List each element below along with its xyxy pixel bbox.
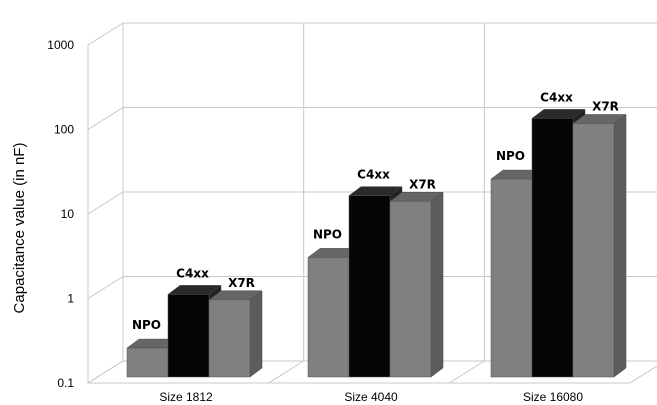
bar-label-x7r: X7R [592, 100, 619, 114]
floor-separator [268, 360, 304, 384]
bar-front-face [572, 123, 615, 378]
bar-front-face [490, 178, 533, 378]
y-axis-ticks: 0.1 1 10 100 1000 [47, 38, 74, 390]
bar-side-face [613, 114, 627, 378]
y-tick-label: 100 [54, 123, 74, 137]
bar-front-face [531, 118, 574, 378]
gridline-side [87, 276, 124, 299]
bar-front-face [126, 347, 169, 378]
gridline-side [87, 22, 124, 46]
bar-series-group: NPO C4xx X7R NPO C4xx X7R NPO C4xx X7R [126, 90, 627, 378]
bar-front-face [208, 299, 251, 378]
y-tick-label: 0.1 [57, 376, 74, 390]
x-tick-label: Size 4040 [344, 390, 398, 404]
x-axis-ticks: Size 1812 Size 4040 Size 16080 [159, 390, 583, 404]
y-tick-label: 1000 [47, 38, 74, 52]
bar-label-c4xx: C4xx [357, 168, 390, 182]
floor-separator [629, 365, 657, 384]
floor-separator [87, 360, 124, 384]
bar-front-face [307, 257, 350, 378]
floor-separator [449, 360, 485, 384]
bar-front-face [348, 195, 391, 378]
y-axis-title: Capacitance value (in nF) [11, 143, 28, 314]
bar-label-x7r: X7R [409, 177, 436, 191]
gridline-side [87, 191, 124, 215]
bar-side-face [430, 191, 444, 378]
bar-x7r-1: X7R [208, 276, 263, 378]
x-tick-label: Size 1812 [159, 390, 213, 404]
x-tick-label: Size 16080 [523, 390, 583, 404]
bar-label-npo: NPO [132, 318, 161, 332]
y-tick-label: 10 [61, 207, 75, 221]
bar-label-npo: NPO [313, 227, 342, 241]
bar-front-face [167, 294, 210, 378]
bar-label-x7r: X7R [228, 276, 255, 290]
bar-x7r-3: X7R [572, 100, 627, 378]
bar-label-npo: NPO [496, 149, 525, 163]
bar-label-c4xx: C4xx [540, 90, 573, 104]
bar-side-face [249, 290, 263, 378]
bar-x7r-2: X7R [389, 177, 444, 378]
gridline-side [87, 107, 124, 130]
bar-label-c4xx: C4xx [176, 266, 209, 280]
y-tick-label: 1 [67, 292, 74, 306]
bar-front-face [389, 201, 432, 378]
